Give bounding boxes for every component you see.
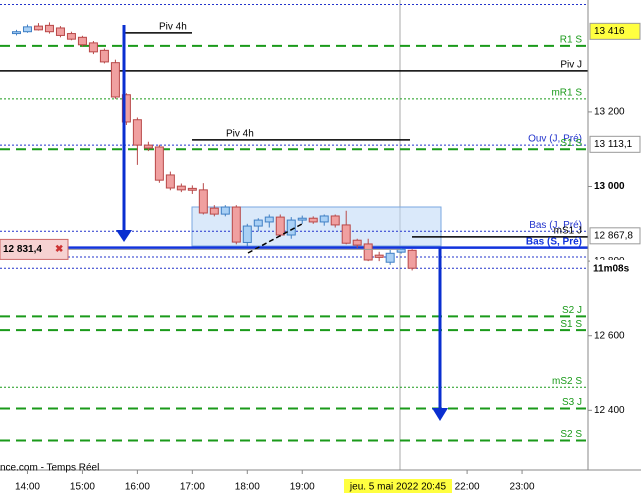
order-tag (0, 238, 69, 260)
price-tag (589, 227, 641, 245)
candle-body (143, 144, 153, 149)
level-label: mS2 S (552, 376, 582, 387)
candle-body (407, 249, 417, 269)
level-label: Bas (J, Pré) (529, 220, 582, 231)
level-label: mS1 J (554, 226, 582, 237)
price-tag-label: 13 416 (594, 26, 625, 37)
candle-body (231, 206, 241, 243)
candle-body (319, 215, 329, 223)
x-tick-label: 16:00 (125, 482, 150, 493)
candle-body (308, 217, 318, 223)
x-tick-label: 19:00 (290, 482, 315, 493)
candle-body (297, 217, 307, 221)
candle-body (374, 254, 384, 258)
price-tag (589, 22, 641, 40)
x-tick-label: 22:00 (455, 482, 480, 493)
candle-body (220, 206, 230, 215)
level-label: mR1 S (551, 87, 582, 98)
x-tick-label: 17:00 (180, 482, 205, 493)
y-tick-label: 12 600 (594, 330, 625, 341)
level-label: S2 S (560, 429, 582, 440)
candle-body (286, 219, 296, 236)
candle-body (187, 187, 197, 191)
candle-body (165, 174, 175, 189)
trend-line (247, 223, 303, 254)
candle-body (154, 146, 164, 181)
candle-body (66, 33, 76, 40)
candle-body (11, 31, 21, 35)
candle-body (176, 185, 186, 191)
level-label: S1 S (560, 319, 582, 330)
level-label: R1 S (560, 35, 583, 46)
x-tick-label: 23:00 (510, 482, 535, 493)
candle-body (55, 27, 65, 36)
candle-body (264, 216, 274, 223)
level-label: Piv J (560, 60, 582, 71)
level-label: S1 S (560, 138, 582, 149)
candle-body (396, 248, 406, 253)
candle-body (44, 24, 54, 33)
level-label: Ouv (J, Pré) (528, 134, 582, 145)
candle-body (363, 243, 373, 261)
candle-body (99, 49, 109, 63)
level-label: S2 J (562, 305, 582, 316)
date-box (344, 479, 452, 493)
candle-body (22, 26, 32, 33)
order-label: 12 831,4 (3, 244, 42, 255)
y-tick-label: 13 200 (594, 107, 625, 118)
cursor-date: jeu. 5 mai 2022 20:45 (349, 482, 447, 493)
countdown-box (590, 260, 641, 278)
candle-body (253, 219, 263, 227)
candle-body (88, 42, 98, 53)
candle-body (33, 25, 43, 31)
y-tick-label: 12 400 (594, 405, 625, 416)
candle-body (341, 224, 351, 244)
candle-body (110, 62, 120, 98)
order-cancel[interactable]: ✖ (55, 244, 63, 255)
x-tick-label: 15:00 (70, 482, 95, 493)
candle-body (209, 207, 219, 215)
source: nce.com - Temps Réel (0, 463, 99, 474)
candle-body (77, 36, 87, 46)
candle-body (242, 225, 252, 243)
level-label: S3 J (562, 397, 582, 408)
candle-body (352, 239, 362, 246)
candle-body (132, 119, 142, 146)
y-tick-label: 13 000 (594, 181, 625, 192)
price-tag-label: 13 113,1 (594, 139, 633, 150)
countdown: 11m08s (593, 264, 630, 275)
candle-body (275, 216, 285, 236)
candle-body (385, 252, 395, 263)
x-tick-label: 18:00 (235, 482, 260, 493)
arrow-head (116, 230, 132, 242)
level-label: Piv 4h (159, 21, 187, 32)
arrow-head (432, 408, 448, 421)
level-label: Bas (S, Pré) (526, 236, 582, 247)
candle-body (121, 94, 131, 123)
candle-body (198, 189, 208, 214)
price-tag (589, 135, 641, 153)
x-tick-label: 14:00 (15, 482, 40, 493)
candle-body (330, 215, 340, 226)
level-label: Piv 4h (226, 129, 254, 140)
price-tag-label: 12 867,8 (594, 230, 633, 241)
